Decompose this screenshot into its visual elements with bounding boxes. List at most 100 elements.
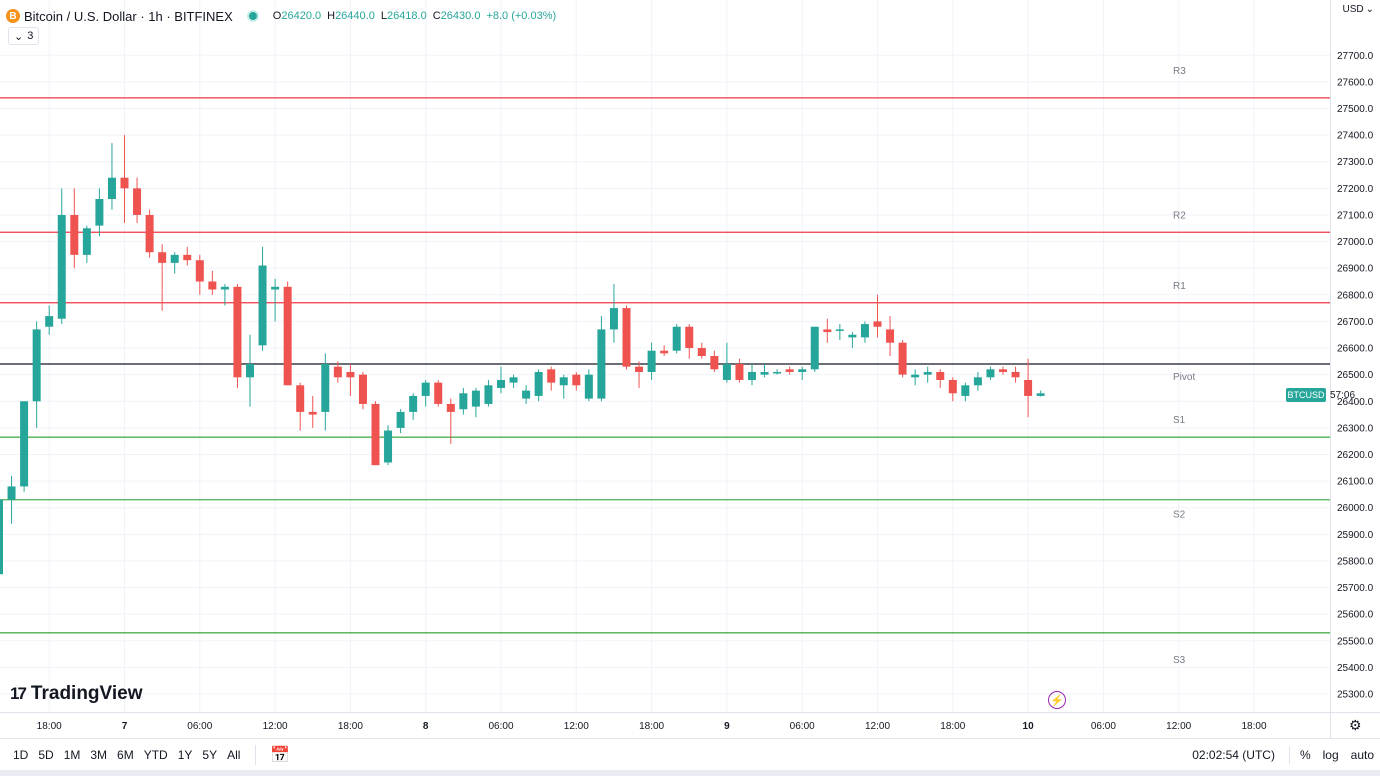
candle-up [170,254,179,263]
time-tick-label: 7 [122,721,128,732]
ohlc-open-label: O [272,10,282,22]
candle-down [710,356,719,370]
candle-up [722,364,731,380]
time-tick-label: 06:00 [488,721,513,732]
time-tick-label: 18:00 [639,721,664,732]
candle-up [534,371,543,396]
candle-down [233,286,242,378]
timeframe-1m[interactable]: 1M [63,748,81,762]
price-tick-label: 25500.0 [1337,636,1374,647]
timeframe-5d[interactable]: 5D [38,748,54,762]
pivot-label-r3: R3 [1173,66,1186,77]
candle-down [70,214,79,255]
candle-up [509,377,518,383]
candle-up [584,374,593,399]
candle-up [384,430,393,463]
candle-up [484,385,493,404]
candle-down [120,177,129,189]
candle-down [873,321,882,327]
price-tick-label: 26000.0 [1337,503,1374,514]
time-tick-label: 12:00 [1166,721,1191,732]
currency-label: USD [1342,4,1364,15]
price-tick-label: 27600.0 [1337,77,1374,88]
candle-up [760,371,769,375]
price-tick-label: 25600.0 [1337,610,1374,621]
time-tick-label: 8 [423,721,429,732]
pivot-label-s1: S1 [1173,415,1186,426]
candle-up [798,369,807,372]
time-tick-label: 12:00 [263,721,288,732]
timeframe-3m[interactable]: 3M [90,748,108,762]
ohlc-legend: O26420.0 H26440.0 L26418.0 C26430.0 +8.0… [273,10,556,22]
pivot-label-pivot: Pivot [1173,372,1195,383]
timeframe-6m[interactable]: 6M [117,748,134,762]
time-tick-label: 9 [724,721,730,732]
candle-up [522,390,531,399]
candle-down [434,382,443,404]
candle-down [358,374,367,404]
percent-toggle[interactable]: % [1299,748,1311,762]
candle-up [471,390,480,407]
time-tick-label: 12:00 [865,721,890,732]
logo-text: TradingView [30,683,143,704]
bar-countdown: 57:06 [1330,389,1356,401]
candle-up [773,371,782,374]
divider [1288,746,1290,764]
ohlc-change: +8.0 (+0.03%) [486,10,557,22]
candle-down [735,364,744,380]
price-tick-label: 26900.0 [1337,264,1374,275]
candle-up [220,286,229,290]
price-tick-label: 25800.0 [1337,556,1374,567]
candle-down [208,281,217,290]
candle-down [948,379,957,394]
candle-down [195,260,204,282]
candle-down [346,371,355,378]
ohlc-high-label: H [327,10,336,22]
candle-up [7,486,16,500]
price-tick-label: 27400.0 [1337,131,1374,142]
price-tick-label: 25900.0 [1337,530,1374,541]
timeframe-all[interactable]: All [227,748,241,762]
candle-down [183,254,192,261]
auto-toggle[interactable]: auto [1350,748,1374,762]
timeframe-ytd[interactable]: YTD [143,748,168,762]
price-chart[interactable]: 25300.0 25400.0 25500.0 25600.0 25700.0 25800… [0,0,1380,738]
candle-up [82,228,91,255]
timeframe-1d[interactable]: 1D [13,748,29,762]
candle-up [45,316,54,327]
candle-down [158,252,167,263]
candle-up [848,334,857,338]
timeframe-1y[interactable]: 1Y [177,748,193,762]
currency-select[interactable]: USD ⌄ [1342,4,1374,15]
candle-up [973,377,982,386]
log-toggle[interactable]: log [1322,748,1339,762]
candle-down [283,286,292,386]
price-tick-label: 26300.0 [1337,423,1374,434]
timeframe-5y[interactable]: 5Y [202,748,218,762]
symbol-title[interactable]: Bitcoin / U.S. Dollar · 1h · BITFINEX [24,8,233,24]
calendar-icon[interactable]: 📅 [270,747,291,764]
ohlc-close: 26430.0 [440,10,481,22]
time-tick-label: 18:00 [338,721,363,732]
price-tick-label: 27200.0 [1337,184,1374,195]
candle-up [1036,393,1045,396]
candle-up [107,177,116,199]
candle-down [547,369,556,383]
tradingview-logo[interactable]: 17 TradingView [10,683,143,705]
indicator-count: 3 [27,30,34,42]
candle-up [748,371,756,380]
indicators-toggle[interactable]: ⌄ 3 [8,27,40,45]
candle-up [810,326,819,370]
utc-clock[interactable]: 02:02:54 (UTC) [1192,748,1275,762]
gear-icon[interactable]: ⚙ [1349,717,1362,733]
price-tick-label: 27100.0 [1337,210,1374,221]
right-tools: 02:02:54 (UTC) % log auto [1192,739,1374,771]
candle-up [271,286,280,290]
price-tick-label: 27300.0 [1337,157,1374,168]
lightning-icon[interactable]: ⚡ [1048,691,1066,709]
pivot-label-s2: S2 [1173,510,1186,521]
price-tick-label: 25300.0 [1337,690,1374,701]
candle-down [823,329,832,333]
candle-down [333,366,342,378]
candle-down [685,326,694,349]
